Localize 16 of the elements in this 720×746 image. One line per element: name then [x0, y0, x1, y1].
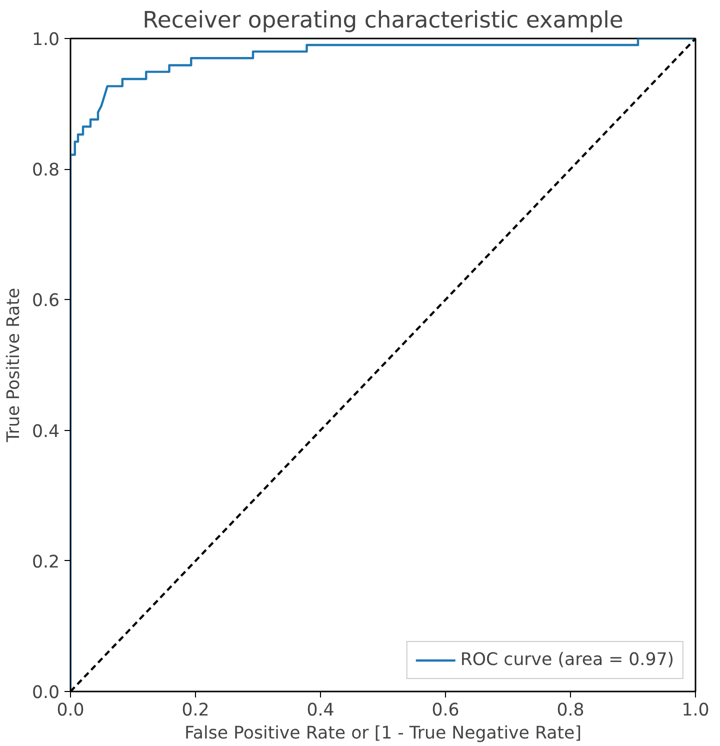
- y-tick-label: 0.4: [32, 422, 60, 442]
- x-tick-label: 0.8: [556, 700, 584, 720]
- x-tick-label: 0.4: [306, 700, 334, 720]
- y-tick-label: 0.2: [32, 552, 60, 572]
- x-tick-label: 1.0: [682, 700, 710, 720]
- x-tick-label: 0.2: [182, 700, 210, 720]
- y-tick-label: 0.0: [32, 683, 60, 703]
- legend-label: ROC curve (area = 0.97): [460, 650, 674, 670]
- y-tick-label: 0.6: [32, 291, 60, 312]
- x-tick-label: 0.0: [56, 700, 84, 720]
- chart-title: Receiver operating characteristic example: [142, 8, 624, 34]
- y-axis-title: True Positive Rate: [4, 288, 24, 444]
- y-tick-label: 1.0: [32, 30, 60, 50]
- x-axis-title: False Positive Rate or [1 - True Negative Rate]: [184, 724, 582, 744]
- y-tick-label: 0.8: [32, 160, 60, 181]
- x-tick-label: 0.6: [432, 700, 460, 720]
